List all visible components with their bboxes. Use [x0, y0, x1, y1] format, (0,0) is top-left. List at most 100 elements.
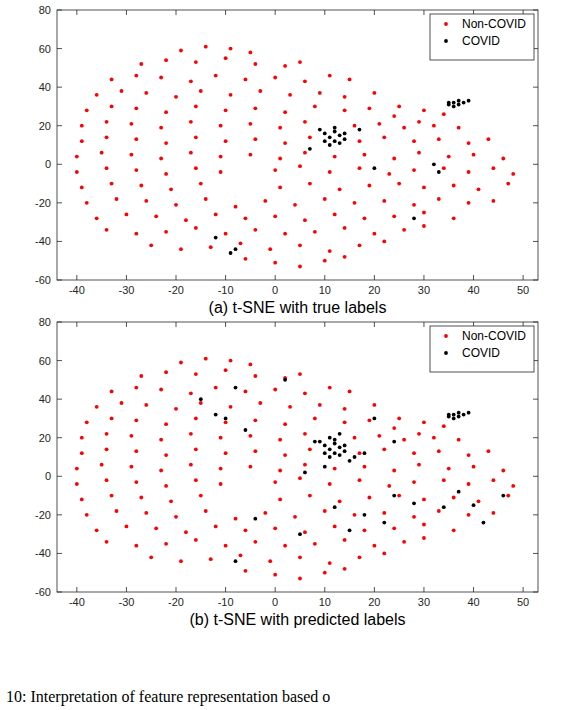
point	[75, 155, 79, 159]
point	[298, 476, 302, 480]
point	[303, 218, 307, 222]
point	[219, 124, 223, 128]
point	[224, 108, 228, 112]
point	[313, 105, 317, 109]
point	[452, 216, 456, 220]
point	[75, 482, 79, 486]
point	[214, 236, 218, 240]
point	[248, 51, 252, 55]
point	[194, 447, 198, 451]
x-tick	[324, 275, 325, 280]
point	[105, 120, 109, 124]
point	[149, 555, 153, 559]
point	[368, 418, 372, 422]
point	[318, 91, 322, 95]
point	[303, 463, 307, 467]
x-tick	[76, 10, 77, 15]
point	[139, 62, 143, 66]
point	[204, 197, 208, 201]
point	[447, 155, 451, 159]
point	[219, 467, 223, 471]
y-tick	[533, 241, 538, 242]
point	[244, 78, 248, 82]
point	[229, 359, 233, 363]
point	[174, 203, 178, 207]
point	[194, 60, 198, 64]
point	[95, 216, 99, 220]
point	[234, 205, 238, 209]
point	[110, 390, 114, 394]
axes-frame	[57, 322, 538, 592]
point	[169, 187, 173, 191]
point	[209, 245, 213, 249]
legend-marker	[444, 351, 448, 355]
point	[159, 388, 163, 392]
x-tick	[275, 10, 276, 15]
point	[95, 93, 99, 97]
chart-panel: -40-30-20-1001020304050-60-40-2002040608…	[35, 4, 538, 316]
point	[323, 571, 327, 575]
point	[323, 132, 327, 136]
point	[467, 482, 471, 486]
point	[298, 372, 302, 376]
y-tick	[57, 125, 62, 126]
point	[248, 465, 252, 469]
figure-caption: 10: Interpretation of feature representa…	[6, 688, 330, 706]
point	[392, 157, 396, 161]
point	[234, 386, 238, 390]
legend-label: Non-COVID	[462, 17, 526, 31]
point	[154, 526, 158, 530]
point	[392, 469, 396, 473]
point	[397, 417, 401, 421]
point	[412, 216, 416, 220]
point	[457, 103, 461, 107]
point	[105, 540, 109, 544]
point	[308, 135, 312, 139]
point	[134, 137, 138, 141]
point	[248, 122, 252, 126]
point	[219, 482, 223, 486]
x-tick-label: 10	[319, 284, 331, 296]
point	[338, 499, 342, 503]
legend: Non-COVIDCOVID	[430, 326, 534, 372]
point	[397, 105, 401, 109]
point	[253, 106, 257, 110]
point	[95, 528, 99, 532]
point	[263, 511, 267, 515]
point	[253, 228, 257, 232]
point	[358, 243, 362, 247]
point	[189, 432, 193, 436]
point	[392, 114, 396, 118]
x-tick-label: 20	[368, 596, 380, 608]
point	[382, 240, 386, 244]
point	[412, 480, 416, 484]
point	[293, 515, 297, 519]
x-tick	[423, 10, 424, 15]
point	[437, 197, 441, 201]
y-tick-label: -20	[35, 509, 51, 521]
point	[80, 451, 84, 455]
point	[204, 45, 208, 49]
point	[144, 403, 148, 407]
point	[442, 112, 446, 116]
point	[491, 511, 495, 515]
point	[452, 528, 456, 532]
x-tick-label: -20	[168, 284, 184, 296]
plot-background	[57, 10, 538, 280]
point	[80, 498, 84, 502]
point	[422, 186, 426, 190]
point	[303, 471, 307, 475]
point	[353, 513, 357, 517]
point	[447, 413, 451, 417]
point	[239, 241, 243, 245]
point	[417, 432, 421, 436]
x-tick	[225, 322, 226, 327]
point	[402, 438, 406, 442]
point	[382, 199, 386, 203]
legend-label: COVID	[462, 34, 500, 48]
point	[283, 453, 287, 457]
point	[224, 417, 228, 421]
legend-box	[430, 326, 534, 372]
point	[154, 214, 158, 218]
point	[452, 105, 456, 109]
